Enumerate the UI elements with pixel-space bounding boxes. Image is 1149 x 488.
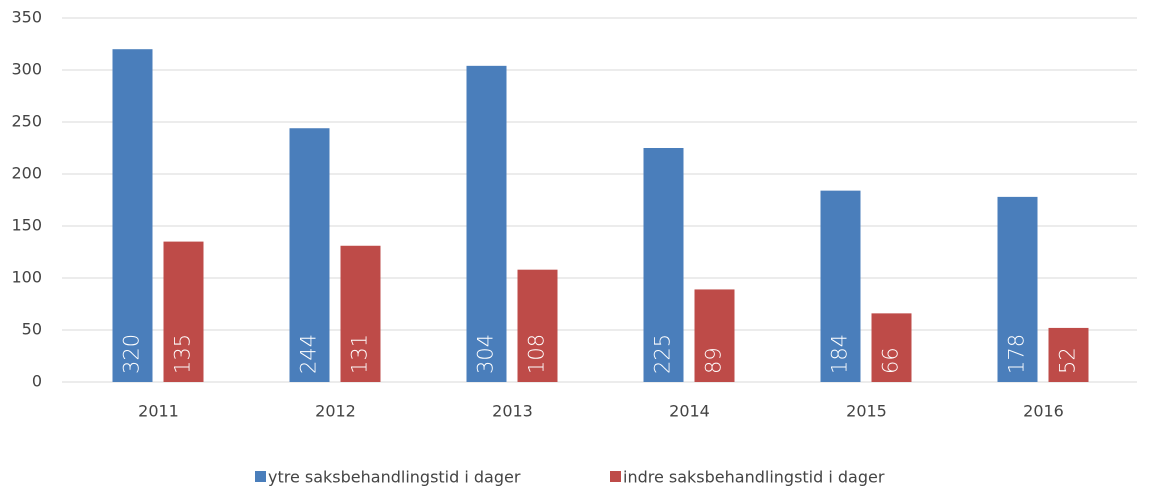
bar [163, 241, 204, 382]
y-tick-label: 50 [22, 320, 42, 339]
value-label: 52 [1056, 347, 1080, 374]
value-label: 131 [348, 334, 372, 374]
bar [112, 49, 153, 382]
y-tick-label: 200 [11, 164, 42, 183]
bar [643, 148, 684, 382]
y-tick-label: 100 [11, 268, 42, 287]
bar [694, 289, 735, 382]
value-label: 108 [525, 334, 549, 374]
bar [871, 313, 912, 382]
value-label: 135 [171, 334, 195, 374]
x-tick-label: 2014 [669, 402, 710, 421]
y-tick-label: 300 [11, 60, 42, 79]
bar [997, 196, 1038, 382]
legend-label: indre saksbehandlingstid i dager [623, 468, 885, 487]
bar [340, 245, 381, 382]
x-tick-label: 2015 [846, 402, 887, 421]
legend-swatch [610, 471, 621, 482]
value-label: 244 [297, 334, 321, 374]
bar [1048, 327, 1089, 382]
legend-label: ytre saksbehandlingstid i dager [268, 468, 521, 487]
y-tick-label: 0 [32, 372, 42, 391]
bar [289, 128, 330, 382]
value-label: 225 [651, 334, 675, 374]
value-label: 66 [879, 347, 903, 374]
value-label: 89 [702, 347, 726, 374]
value-label: 304 [474, 334, 498, 374]
y-tick-label: 150 [11, 216, 42, 235]
value-label: 178 [1005, 334, 1029, 374]
x-tick-label: 2012 [315, 402, 356, 421]
value-label: 320 [120, 334, 144, 374]
y-tick-label: 350 [11, 8, 42, 27]
x-tick-label: 2013 [492, 402, 533, 421]
x-tick-label: 2011 [138, 402, 179, 421]
bar [466, 65, 507, 382]
legend-swatch [255, 471, 266, 482]
value-label: 184 [828, 334, 852, 374]
y-tick-label: 250 [11, 112, 42, 131]
x-tick-label: 2016 [1023, 402, 1064, 421]
bar [517, 269, 558, 382]
bar [820, 190, 861, 382]
